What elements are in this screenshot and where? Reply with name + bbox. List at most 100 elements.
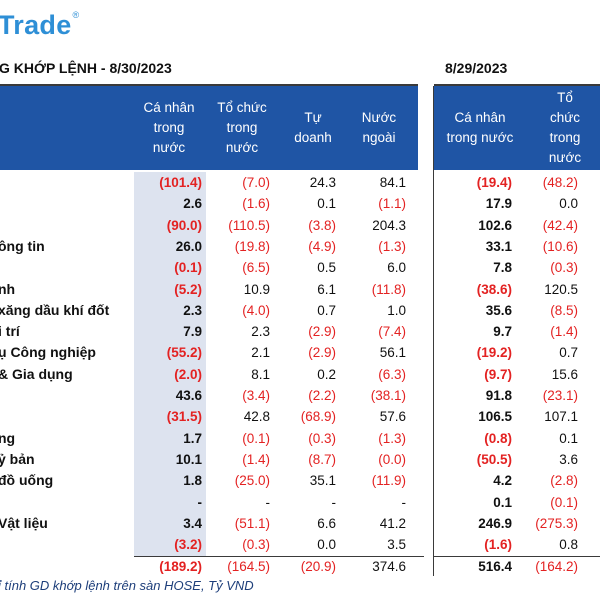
table-row: i trí 7.9 2.3 (2.9) (7.4) 9.7 (1.4) [0, 321, 600, 342]
col-header-ca-nhan: Cá nhân trong nước [143, 100, 195, 155]
table-row: xăng dầu khí đốt 2.3 (4.0) 0.7 1.0 35.6 (8.5) [0, 300, 600, 321]
table-cell: 24.3 [309, 175, 336, 190]
total-rule-left [134, 556, 424, 557]
row-label: xăng dầu khí đốt [0, 301, 110, 318]
table-cell: 6.0 [387, 260, 406, 276]
total-cell: (20.9) [300, 559, 336, 574]
table-cell: (0.1) [242, 430, 270, 446]
table-cell: (3.2) [174, 537, 202, 553]
table-cell: (10.6) [542, 238, 578, 254]
table-cell: (0.1) [174, 260, 202, 276]
table-cell: 43.6 [175, 388, 202, 403]
total-cell: 516.4 [478, 559, 512, 574]
table-cell: - [401, 494, 407, 510]
table-divider-left [433, 86, 434, 576]
table-cell: (2.8) [550, 473, 578, 489]
table-cell: (5.2) [174, 281, 202, 297]
table-cell: 106.5 [478, 409, 512, 425]
table-cell: 0.1 [559, 430, 578, 446]
table-cell: (6.5) [242, 260, 270, 276]
table-cell: (7.4) [378, 324, 406, 340]
table-row: Vật liệu 3.4 (51.1) 6.6 41.2 246.9 (275.3) [0, 513, 600, 534]
table-cell: (51.1) [234, 515, 270, 531]
table-cell: 1.0 [387, 302, 406, 318]
row-label: ụ Công nghiệp [0, 344, 96, 361]
table-cell: (1.3) [378, 238, 406, 254]
table-cell: (19.8) [234, 238, 270, 254]
table-cell: 7.9 [183, 324, 202, 340]
table-cell: 2.3 [251, 324, 270, 340]
col-header-tu-doanh: Tự doanh [294, 110, 332, 145]
table-cell: 26.0 [175, 238, 202, 254]
table-cell: (42.4) [542, 217, 578, 233]
table-cell: (38.6) [476, 281, 512, 297]
table-title-left: G KHỚP LỆNH - 8/30/2023 [0, 60, 172, 76]
table-cell: 0.8 [559, 537, 578, 553]
brand-logo: Trade® [0, 10, 80, 40]
col-header-ca-nhan-prev: Cá nhân trong nước [446, 110, 514, 145]
table-cell: (1.4) [550, 324, 578, 340]
table-cell: 17.9 [485, 196, 512, 212]
table-cell: (8.7) [308, 451, 336, 467]
table-cell: (8.5) [550, 302, 578, 318]
table-cell: 6.1 [317, 281, 336, 297]
table-cell: 3.4 [183, 515, 202, 531]
table-row: (3.2) (0.3) 0.0 3.5 (1.6) 0.8 [0, 534, 600, 555]
table-cell: (0.1) [550, 494, 578, 510]
table-cell: (1.3) [378, 430, 406, 446]
table-cell: (25.0) [234, 473, 270, 489]
table-cell: 2.1 [251, 345, 270, 361]
table-cell: - [331, 494, 337, 510]
table-row: & Gia dụng (2.0) 8.1 0.2 (6.3) (9.7) 15.6 [0, 364, 600, 385]
table-cell: (0.3) [550, 260, 578, 276]
total-cell: (189.2) [159, 559, 202, 574]
table-cell: 0.1 [317, 196, 336, 212]
table-cell: (1.4) [242, 451, 270, 467]
table-cell: 204.3 [372, 217, 406, 233]
table-cell: - [197, 494, 203, 510]
table-row: (31.5) 42.8 (68.9) 57.6 106.5 107.1 [0, 406, 600, 427]
col-header-to-chuc-prev: Tổ chức trong nước [548, 90, 582, 165]
table-cell: (19.4) [476, 175, 512, 190]
table-cell: 8.1 [251, 366, 270, 382]
row-label: ông tin [0, 237, 45, 254]
table-row: ỷ bản 10.1 (1.4) (8.7) (0.0) (50.5) 3.6 [0, 449, 600, 470]
highlight-column [134, 172, 206, 556]
row-label: i trí [0, 323, 20, 340]
table-cell: (11.8) [371, 281, 406, 297]
row-label: ng [0, 429, 16, 446]
table-cell: 3.5 [387, 537, 406, 553]
table-cell: (50.5) [476, 451, 512, 467]
header-top-rule-right [434, 84, 600, 86]
table-cell: 3.6 [559, 451, 578, 467]
table-cell: - [265, 494, 271, 510]
table-cell: (275.3) [535, 515, 578, 531]
table-cell: (6.3) [378, 366, 406, 382]
table-cell: (55.2) [166, 345, 202, 361]
table-cell: (1.1) [378, 196, 406, 212]
table-cell: 42.8 [243, 409, 270, 425]
table-row: đồ uống 1.8 (25.0) 35.1 (11.9) 4.2 (2.8) [0, 470, 600, 491]
table-cell: (68.9) [300, 409, 336, 425]
table-cell: (11.9) [371, 473, 406, 489]
table-cell: (3.4) [242, 388, 270, 403]
table-cell: 35.1 [309, 473, 336, 489]
table-cell: 10.9 [243, 281, 270, 297]
table-cell: (0.8) [484, 430, 512, 446]
row-label: & Gia dụng [0, 365, 73, 382]
total-rule-right [434, 556, 600, 557]
table-cell: 84.1 [379, 175, 406, 190]
col-header-to-chuc: Tổ chức trong nước [217, 100, 267, 155]
table-cell: (1.6) [484, 537, 512, 553]
table-cell: (3.8) [308, 217, 336, 233]
table-cell: (1.6) [242, 196, 270, 212]
table-cell: (31.5) [166, 409, 202, 425]
total-cell: 374.6 [372, 559, 406, 574]
table-cell: 0.5 [317, 260, 336, 276]
table-cell: 0.7 [559, 345, 578, 361]
table-cell: (0.0) [378, 451, 406, 467]
col-header-nuoc-ngoai: Nước ngoài [361, 110, 397, 145]
table-cell: 56.1 [379, 345, 406, 361]
table-cell: 2.3 [183, 302, 202, 318]
table-cell: 1.8 [183, 473, 202, 489]
